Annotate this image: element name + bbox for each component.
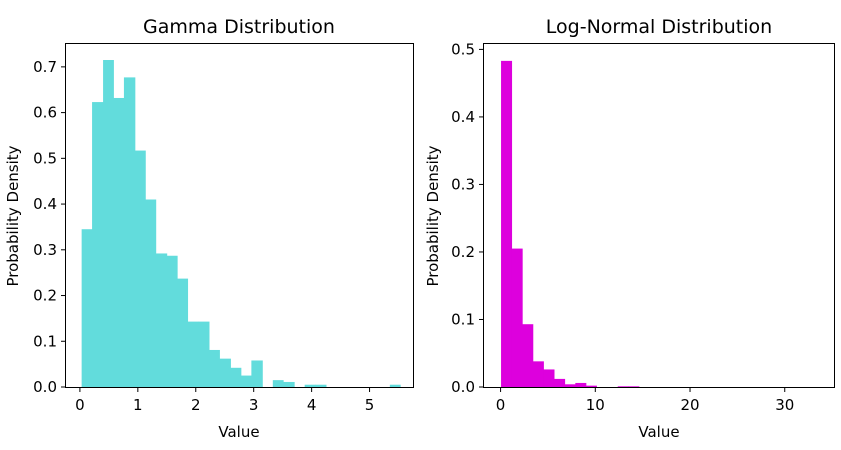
gamma-bar-15 bbox=[240, 375, 252, 387]
lognormal-bar-4 bbox=[543, 369, 555, 387]
gamma-x-tick-label-2: 2 bbox=[191, 396, 201, 414]
gamma-bar-5 bbox=[134, 150, 146, 387]
lognormal-bar-6 bbox=[564, 384, 576, 387]
gamma-bar-4 bbox=[123, 77, 136, 388]
lognormal-bar-7 bbox=[575, 382, 587, 387]
gamma-y-tick-label-3: 0.3 bbox=[33, 241, 57, 259]
gamma-bar-14 bbox=[230, 367, 242, 387]
gamma-y-tick-label-1: 0.1 bbox=[33, 332, 57, 350]
gamma-bar-6 bbox=[145, 199, 157, 387]
gamma-y-tick-label-4: 0.4 bbox=[33, 195, 57, 213]
gamma-bar-9 bbox=[177, 278, 189, 387]
gamma-y-tick-label-5: 0.5 bbox=[33, 149, 57, 167]
gamma-bar-7 bbox=[155, 253, 168, 387]
lognormal-x-tick-label-3: 30 bbox=[775, 396, 794, 414]
gamma-y-ticks: 0.0 0.1 0.2 0.3 0.4 0.5 0.6 0.7 bbox=[33, 58, 66, 396]
gamma-y-axis-label: Probability Density bbox=[4, 145, 22, 286]
lognormal-bar-2 bbox=[522, 324, 534, 387]
lognormal-y-axis-label: Probability Density bbox=[424, 145, 442, 286]
gamma-bar-22 bbox=[315, 384, 327, 387]
lognormal-histogram-bars bbox=[501, 60, 640, 388]
gamma-x-tick-label-0: 0 bbox=[75, 396, 85, 414]
gamma-bar-2 bbox=[103, 60, 114, 388]
gamma-x-axis-label: Value bbox=[218, 423, 259, 441]
gamma-y-tick-label-7: 0.7 bbox=[33, 58, 57, 76]
lognormal-y-tick-label-2: 0.2 bbox=[451, 243, 475, 261]
lognormal-x-ticks: 0 10 20 30 bbox=[496, 387, 794, 414]
lognormal-y-tick-label-5: 0.5 bbox=[451, 40, 475, 58]
gamma-bar-8 bbox=[166, 255, 178, 387]
lognormal-chart: Log-Normal Distribution 0 10 20 30 0.00.10.… bbox=[424, 16, 835, 441]
gamma-bar-0 bbox=[81, 229, 93, 387]
gamma-x-ticks: 0 1 2 3 4 5 bbox=[75, 387, 374, 414]
gamma-chart-title: Gamma Distribution bbox=[143, 16, 335, 38]
gamma-bar-12 bbox=[209, 349, 220, 387]
lognormal-x-tick-label-0: 0 bbox=[496, 396, 506, 414]
gamma-bar-16 bbox=[251, 360, 263, 387]
gamma-bar-19 bbox=[283, 381, 295, 387]
lognormal-bar-1 bbox=[511, 248, 523, 387]
lognormal-y-tick-label-4: 0.4 bbox=[451, 108, 475, 126]
gamma-y-tick-label-6: 0.6 bbox=[33, 104, 57, 122]
gamma-plot-frame bbox=[65, 43, 414, 388]
lognormal-x-tick-label-1: 10 bbox=[586, 396, 605, 414]
lognormal-bar-8 bbox=[585, 385, 597, 387]
lognormal-bar-5 bbox=[554, 378, 566, 387]
gamma-y-tick-label-0: 0.0 bbox=[33, 378, 57, 396]
gamma-bar-3 bbox=[113, 97, 125, 387]
lognormal-plot-frame bbox=[483, 43, 835, 388]
lognormal-bar-12 bbox=[628, 386, 640, 388]
lognormal-x-axis-label: Value bbox=[638, 423, 679, 441]
lognormal-bar-0 bbox=[501, 60, 513, 388]
lognormal-y-ticks: 0.0 0.1 0.2 0.3 0.4 0.5 bbox=[451, 40, 484, 396]
gamma-bar-13 bbox=[219, 358, 231, 387]
gamma-bar-1 bbox=[92, 102, 104, 388]
gamma-bar-11 bbox=[198, 321, 210, 387]
gamma-bar-21 bbox=[304, 384, 316, 387]
gamma-x-tick-label-4: 4 bbox=[307, 396, 317, 414]
gamma-x-tick-label-5: 5 bbox=[365, 396, 375, 414]
lognormal-y-tick-label-0: 0.0 bbox=[451, 378, 475, 396]
gamma-histogram-bars bbox=[81, 60, 401, 388]
lognormal-chart-title: Log-Normal Distribution bbox=[546, 16, 772, 38]
lognormal-x-tick-label-2: 20 bbox=[680, 396, 699, 414]
gamma-x-tick-label-1: 1 bbox=[133, 396, 143, 414]
gamma-bar-10 bbox=[187, 321, 200, 387]
lognormal-y-tick-label-1: 0.1 bbox=[451, 310, 475, 328]
gamma-bar-18 bbox=[272, 380, 284, 387]
lognormal-bar-11 bbox=[617, 386, 629, 388]
gamma-x-tick-label-3: 3 bbox=[249, 396, 259, 414]
lognormal-y-tick-label-3: 0.3 bbox=[451, 175, 475, 193]
gamma-y-tick-label-2: 0.2 bbox=[33, 287, 57, 305]
gamma-bar-29 bbox=[389, 384, 401, 387]
lognormal-bar-3 bbox=[532, 361, 544, 387]
